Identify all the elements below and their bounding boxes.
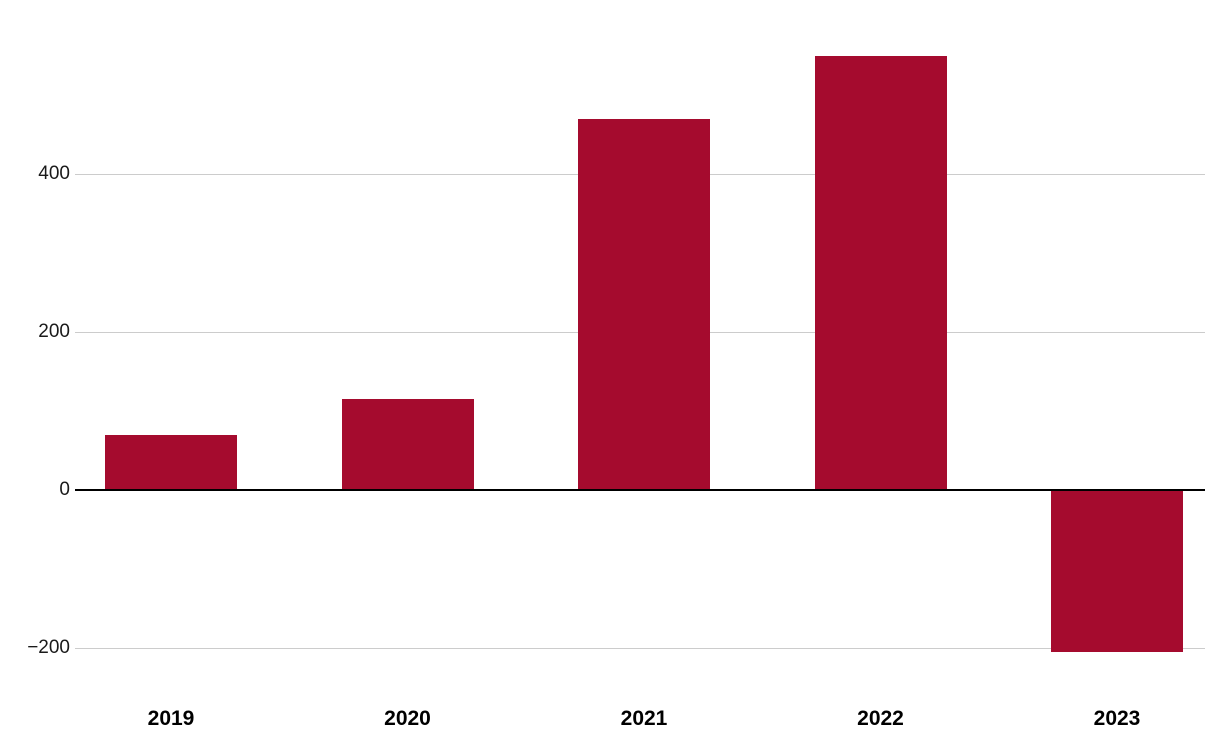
- x-axis-label-2021: 2021: [620, 707, 668, 730]
- bar-2022: [814, 55, 947, 490]
- bar-2023: [1051, 490, 1183, 652]
- bar-2020: [341, 399, 474, 490]
- x-axis-label-2022: 2022: [857, 707, 904, 730]
- y-axis-tick-label: 400: [38, 163, 70, 184]
- y-axis-tick-label: −200: [27, 637, 70, 658]
- x-axis-label-2023: 2023: [1093, 707, 1141, 730]
- gridline-−200: [75, 648, 1205, 649]
- y-axis-tick-label: 0: [59, 479, 70, 500]
- bar-2019: [105, 434, 237, 490]
- bar-2021: [578, 118, 710, 490]
- x-axis-label-2020: 2020: [384, 707, 431, 730]
- y-axis-tick-label: 200: [38, 321, 70, 342]
- x-axis-label-2019: 2019: [147, 707, 195, 730]
- zero-axis-line: [75, 489, 1205, 491]
